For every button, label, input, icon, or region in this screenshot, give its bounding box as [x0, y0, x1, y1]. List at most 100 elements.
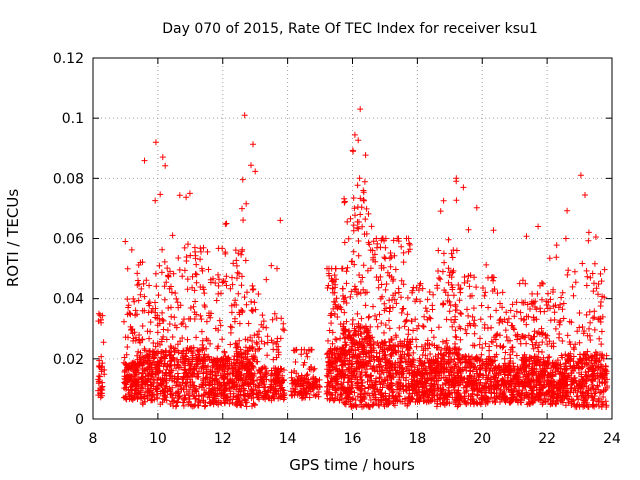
data-point: [245, 320, 252, 327]
data-point: [227, 285, 234, 292]
data-point: [235, 366, 242, 373]
data-point: [466, 283, 473, 290]
data-point: [198, 248, 204, 255]
data-point: [243, 301, 250, 308]
data-point: [169, 377, 176, 384]
x-tick-labels: 8 10 12 14 16 18 20 22 24: [89, 431, 621, 447]
data-point: [227, 396, 234, 403]
data-point: [186, 190, 193, 197]
data-point: [598, 278, 605, 285]
data-point: [396, 324, 403, 331]
data-point: [368, 223, 375, 230]
data-point: [273, 315, 280, 322]
data-point: [264, 339, 271, 346]
data-point: [198, 316, 205, 323]
data-point: [461, 274, 468, 280]
data-point: [584, 273, 591, 280]
data-point: [197, 256, 204, 263]
data-point: [278, 366, 285, 372]
data-point: [180, 402, 187, 409]
data-point: [161, 360, 168, 367]
data-point: [134, 379, 141, 386]
data-point: [430, 334, 437, 341]
data-point: [149, 351, 156, 358]
data-point: [233, 402, 240, 409]
data-point: [175, 255, 182, 261]
data-point: [127, 310, 133, 317]
data-point: [381, 254, 388, 261]
data-point: [404, 311, 411, 318]
data-point: [435, 324, 442, 331]
data-point: [297, 390, 304, 396]
data-point: [424, 296, 431, 303]
data-point: [156, 368, 163, 375]
data-point: [218, 382, 224, 389]
grid-lines: [93, 58, 612, 419]
data-point: [189, 273, 196, 280]
data-point: [198, 265, 205, 272]
data-point: [99, 379, 106, 386]
data-point: [137, 291, 144, 298]
data-point: [271, 310, 278, 317]
data-point: [261, 340, 268, 347]
data-point: [146, 282, 153, 289]
data-point: [446, 308, 453, 315]
data-point: [170, 402, 177, 409]
data-point: [547, 317, 554, 324]
data-point: [361, 178, 368, 185]
data-point: [131, 378, 137, 385]
data-point: [243, 403, 250, 410]
data-point: [195, 351, 201, 358]
data-point: [597, 270, 604, 277]
data-point: [478, 302, 485, 309]
data-point: [159, 382, 165, 389]
data-point: [545, 354, 552, 361]
data-point: [345, 235, 352, 242]
data-point: [535, 223, 542, 230]
data-point: [458, 311, 465, 317]
data-point: [141, 157, 148, 164]
data-point: [278, 380, 285, 387]
data-point: [207, 390, 214, 397]
data-point: [534, 290, 541, 297]
data-point: [503, 334, 510, 340]
data-point: [159, 349, 166, 355]
data-point: [302, 394, 309, 401]
chart-title: Day 070 of 2015, Rate Of TEC Index for r…: [162, 21, 538, 37]
data-point: [207, 340, 214, 347]
data-point: [300, 362, 307, 368]
data-point: [138, 391, 144, 398]
data-point: [517, 340, 524, 347]
data-point: [125, 334, 131, 341]
data-point: [388, 254, 395, 261]
data-point: [179, 273, 186, 280]
data-point: [140, 355, 147, 361]
data-point: [222, 221, 229, 228]
data-point: [187, 315, 194, 322]
data-point: [571, 346, 578, 353]
data-point: [452, 301, 459, 308]
data-point: [248, 371, 254, 378]
data-point: [257, 370, 264, 377]
data-point: [192, 388, 199, 394]
data-point: [398, 359, 404, 366]
data-point: [188, 361, 195, 368]
data-point: [304, 353, 311, 360]
data-point: [259, 312, 266, 319]
data-point: [216, 317, 223, 324]
data-point: [163, 279, 170, 286]
x-tick-label: 10: [149, 431, 167, 447]
data-point: [330, 289, 336, 296]
data-point: [235, 290, 242, 297]
data-point: [590, 288, 597, 295]
data-point: [138, 285, 145, 292]
data-point: [445, 236, 452, 243]
data-point: [269, 371, 275, 377]
data-point: [165, 272, 172, 279]
data-point: [219, 279, 226, 286]
data-point: [164, 265, 171, 272]
data-point: [332, 336, 339, 343]
data-point: [176, 364, 183, 371]
data-point: [328, 361, 335, 367]
data-point: [182, 353, 189, 360]
